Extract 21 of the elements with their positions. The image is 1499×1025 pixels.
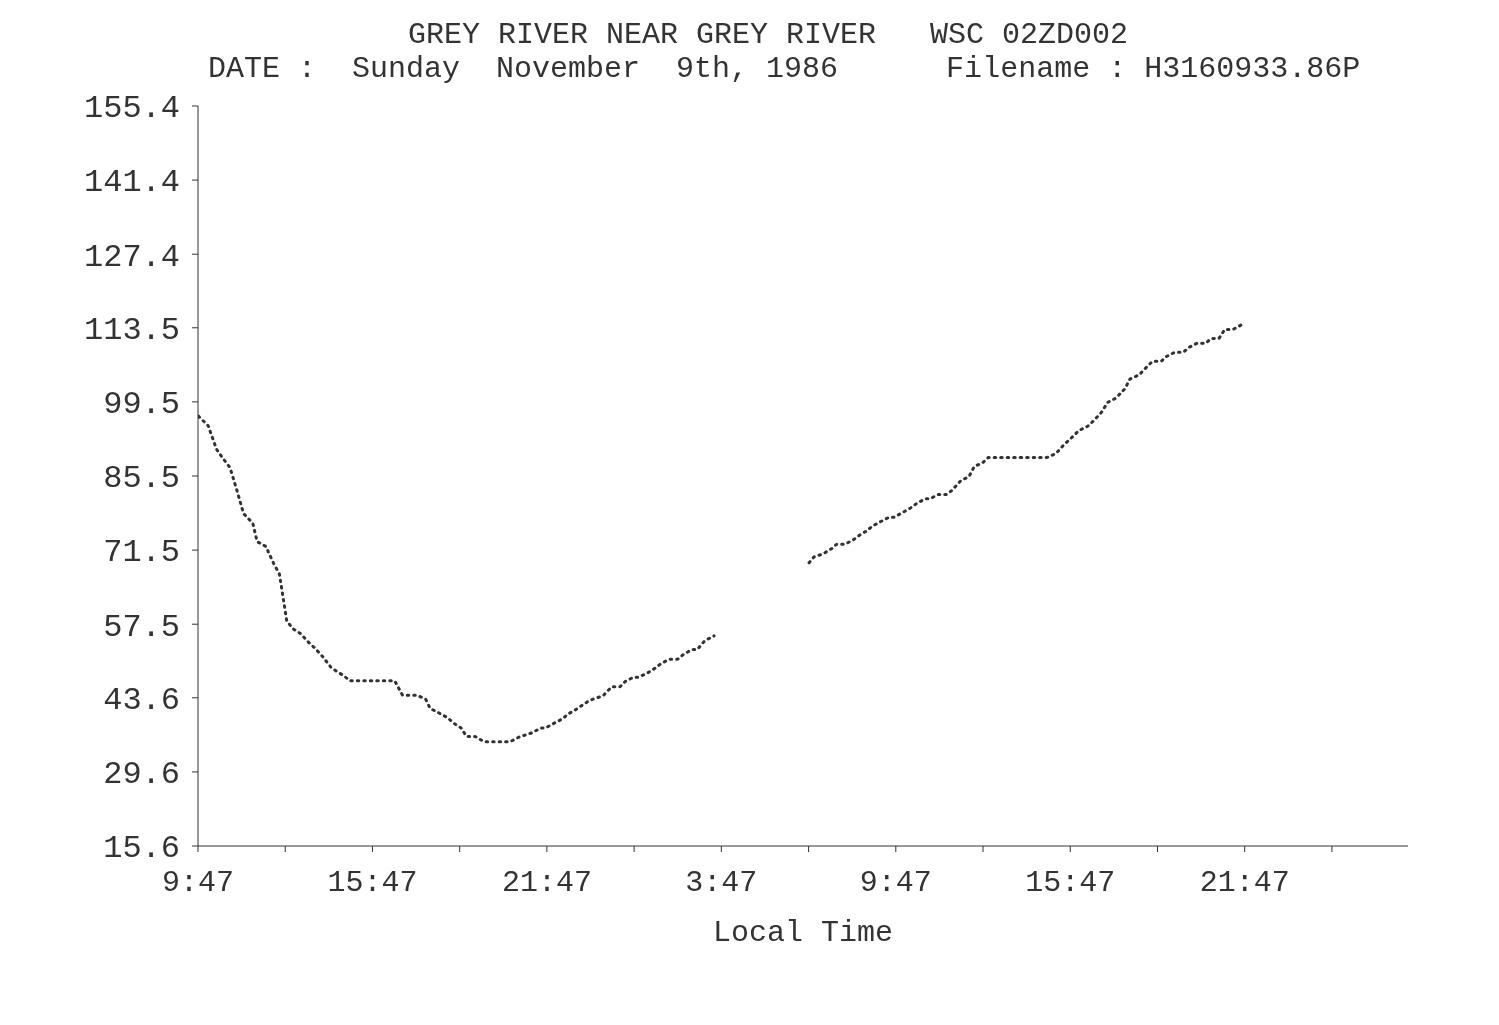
x-tick-label: 15:47 [327, 866, 418, 901]
x-tick-label: 21:47 [1199, 866, 1290, 901]
x-tick-label: 21:47 [501, 866, 592, 901]
y-tick-label: 29.6 [103, 756, 180, 794]
y-tick-label: 155.4 [83, 90, 180, 128]
y-tick-label: 127.4 [83, 238, 180, 276]
x-tick-label: 9:47 [161, 866, 235, 901]
x-tick-label: 15:47 [1025, 866, 1116, 901]
chart-subtitle: DATE : Sunday November 9th, 1986 Filename : H3160933.86P [208, 52, 1362, 86]
chart-title: GREY RIVER NEAR GREY RIVER WSC 02ZD002 [406, 17, 1130, 52]
y-tick-label: 43.6 [103, 682, 180, 720]
y-tick-label: 99.5 [103, 386, 180, 424]
y-tick-label: 141.4 [83, 164, 180, 202]
x-tick-label: 9:47 [859, 866, 932, 901]
y-tick-label: 15.6 [103, 830, 180, 868]
x-axis-title: Local Time [712, 916, 894, 950]
y-tick-label: 85.5 [103, 460, 180, 498]
y-tick-label: 71.5 [103, 534, 180, 572]
y-tick-label: 113.5 [83, 312, 180, 350]
x-tick-label: 3:47 [685, 866, 758, 901]
y-tick-label: 57.5 [103, 608, 180, 646]
